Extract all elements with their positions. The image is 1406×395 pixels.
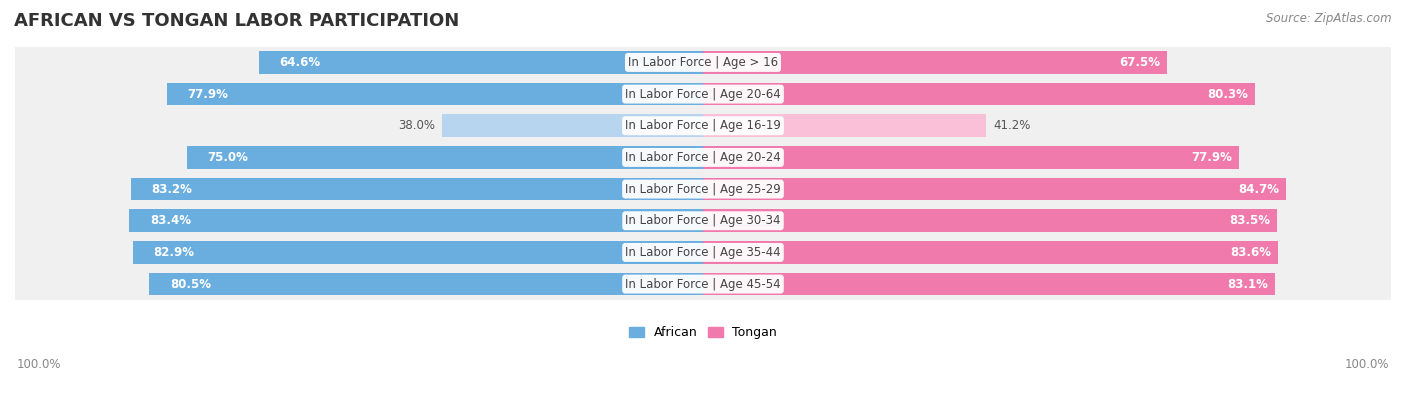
Bar xyxy=(15,173,1391,205)
Text: In Labor Force | Age 25-29: In Labor Force | Age 25-29 xyxy=(626,182,780,196)
Bar xyxy=(129,209,703,232)
Bar xyxy=(15,47,1391,78)
Bar xyxy=(15,268,1391,300)
Text: 77.9%: 77.9% xyxy=(187,88,229,101)
Text: In Labor Force | Age 16-19: In Labor Force | Age 16-19 xyxy=(626,119,780,132)
Text: In Labor Force | Age 20-64: In Labor Force | Age 20-64 xyxy=(626,88,780,101)
Bar xyxy=(703,115,987,137)
Text: 38.0%: 38.0% xyxy=(398,119,434,132)
Bar xyxy=(15,205,1391,237)
Text: 83.2%: 83.2% xyxy=(152,182,193,196)
Bar xyxy=(703,146,1239,169)
Text: 67.5%: 67.5% xyxy=(1119,56,1160,69)
Text: 83.6%: 83.6% xyxy=(1230,246,1271,259)
Text: 84.7%: 84.7% xyxy=(1237,182,1279,196)
Bar xyxy=(187,146,703,169)
Legend: African, Tongan: African, Tongan xyxy=(628,326,778,339)
Bar xyxy=(703,209,1278,232)
Bar xyxy=(703,241,1278,264)
Text: 41.2%: 41.2% xyxy=(993,119,1031,132)
Bar xyxy=(703,83,1256,105)
Text: 77.9%: 77.9% xyxy=(1191,151,1232,164)
Bar xyxy=(703,273,1275,295)
Bar xyxy=(15,110,1391,141)
Text: 83.5%: 83.5% xyxy=(1230,214,1271,227)
Text: AFRICAN VS TONGAN LABOR PARTICIPATION: AFRICAN VS TONGAN LABOR PARTICIPATION xyxy=(14,12,460,30)
Text: 100.0%: 100.0% xyxy=(1344,358,1389,371)
Text: 82.9%: 82.9% xyxy=(153,246,194,259)
Bar xyxy=(259,51,703,74)
Bar xyxy=(132,241,703,264)
Text: In Labor Force | Age 45-54: In Labor Force | Age 45-54 xyxy=(626,278,780,291)
Text: 80.5%: 80.5% xyxy=(170,278,211,291)
Text: 75.0%: 75.0% xyxy=(208,151,249,164)
Bar xyxy=(441,115,703,137)
Bar xyxy=(15,141,1391,173)
Bar xyxy=(703,178,1285,201)
Text: 83.1%: 83.1% xyxy=(1227,278,1268,291)
Text: In Labor Force | Age 35-44: In Labor Force | Age 35-44 xyxy=(626,246,780,259)
Text: Source: ZipAtlas.com: Source: ZipAtlas.com xyxy=(1267,12,1392,25)
Text: 83.4%: 83.4% xyxy=(150,214,191,227)
Text: 80.3%: 80.3% xyxy=(1208,88,1249,101)
Bar xyxy=(15,78,1391,110)
Bar xyxy=(167,83,703,105)
Bar xyxy=(149,273,703,295)
Text: 64.6%: 64.6% xyxy=(280,56,321,69)
Bar xyxy=(131,178,703,201)
Text: In Labor Force | Age 20-24: In Labor Force | Age 20-24 xyxy=(626,151,780,164)
Bar xyxy=(15,237,1391,268)
Text: 100.0%: 100.0% xyxy=(17,358,62,371)
Bar xyxy=(703,51,1167,74)
Text: In Labor Force | Age > 16: In Labor Force | Age > 16 xyxy=(628,56,778,69)
Text: In Labor Force | Age 30-34: In Labor Force | Age 30-34 xyxy=(626,214,780,227)
